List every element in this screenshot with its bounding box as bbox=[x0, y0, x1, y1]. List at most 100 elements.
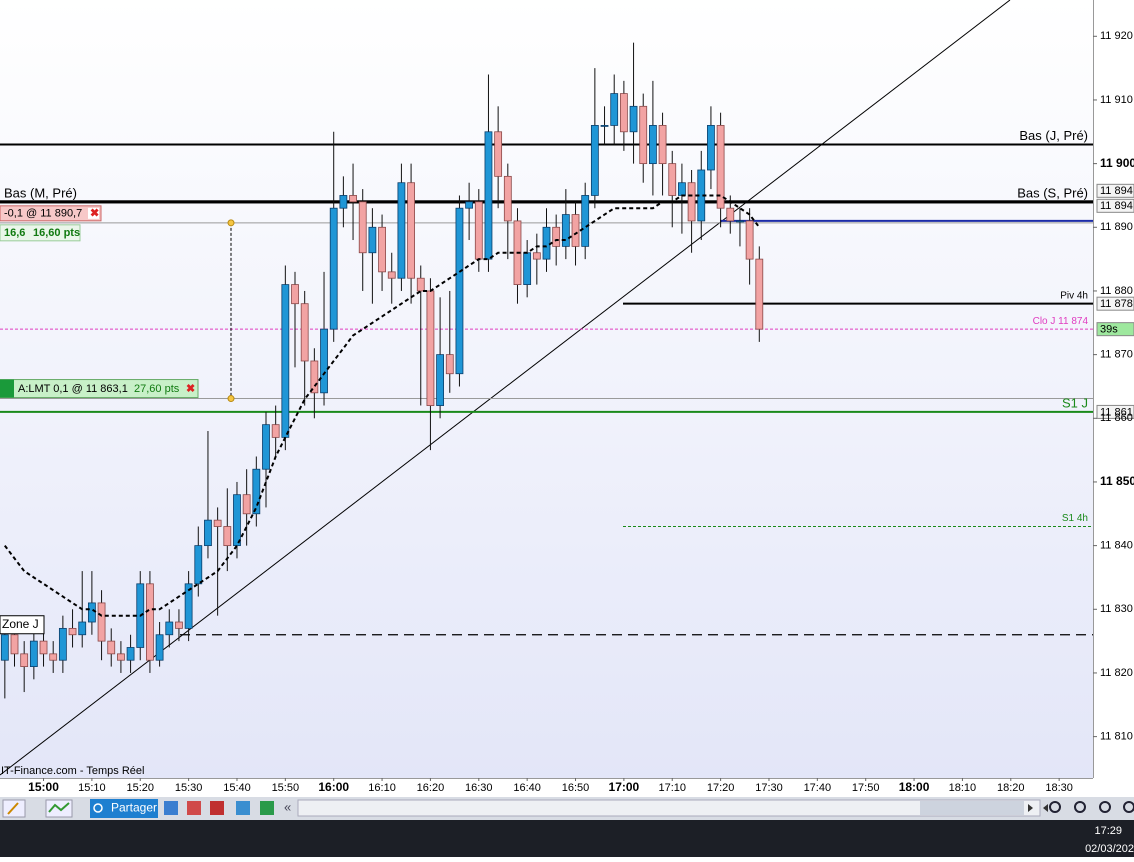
candle-body bbox=[426, 290, 435, 406]
tool-icon[interactable] bbox=[164, 801, 178, 815]
candle-body bbox=[107, 640, 116, 655]
x-tick-label: 16:30 bbox=[465, 782, 493, 794]
x-tick-label: 17:40 bbox=[804, 782, 832, 794]
x-tick-label: 15:10 bbox=[78, 782, 106, 794]
level-label: Bas (S, Pré) bbox=[1017, 185, 1088, 200]
order-box bbox=[0, 205, 102, 222]
candle-body bbox=[233, 494, 241, 547]
candle-body bbox=[445, 354, 454, 375]
candle-body bbox=[407, 182, 415, 279]
price-tag bbox=[1096, 183, 1134, 198]
close-icon: ✖ bbox=[90, 208, 99, 220]
zoom-fit[interactable] bbox=[1049, 801, 1061, 813]
candle-body bbox=[320, 328, 328, 394]
candle-body bbox=[474, 201, 483, 260]
share-label[interactable]: Partager bbox=[111, 801, 157, 815]
candle-body bbox=[561, 214, 570, 247]
candle-body bbox=[716, 125, 725, 209]
zoom[interactable] bbox=[1123, 801, 1134, 813]
candle-body bbox=[465, 201, 474, 209]
candle-body bbox=[126, 647, 135, 661]
zoom-out[interactable] bbox=[1074, 801, 1086, 813]
x-tick-label: 18:00 bbox=[899, 780, 930, 794]
x-tick-label: 17:20 bbox=[707, 782, 735, 794]
candle-body bbox=[745, 220, 754, 260]
candle-body bbox=[581, 195, 590, 247]
x-tick-label: 15:00 bbox=[28, 780, 59, 794]
candle-body bbox=[707, 125, 715, 171]
y-tick-label: 11 910 bbox=[1100, 94, 1133, 106]
candle-body bbox=[87, 602, 96, 623]
gain-pts: 16,60 pts bbox=[33, 227, 80, 239]
x-tick-label: 16:50 bbox=[562, 782, 590, 794]
y-tick-label: 11 880 bbox=[1100, 285, 1133, 297]
candle-body bbox=[629, 105, 638, 133]
x-tick-label: 15:20 bbox=[126, 782, 154, 794]
x-tick-label: 17:50 bbox=[852, 782, 880, 794]
candle-body bbox=[687, 182, 696, 222]
price-tag bbox=[1096, 322, 1134, 337]
tool-icon[interactable] bbox=[236, 801, 250, 815]
price-tag bbox=[1096, 296, 1134, 311]
close-icon[interactable]: ✖ bbox=[186, 383, 195, 395]
candle-body bbox=[78, 621, 87, 636]
candle-body bbox=[242, 494, 251, 515]
zoom-in[interactable] bbox=[1099, 801, 1111, 813]
order-text: -0,1 @ 11 890,7 bbox=[4, 208, 82, 220]
tool-icon[interactable] bbox=[210, 801, 224, 815]
candle-body bbox=[503, 175, 512, 222]
order-grip bbox=[0, 379, 14, 398]
pen-icon bbox=[7, 802, 19, 815]
level-label: S1 J bbox=[1062, 395, 1088, 410]
candle-body bbox=[29, 640, 38, 667]
x-tick-label: 16:10 bbox=[368, 782, 396, 794]
moving-average bbox=[4, 194, 761, 617]
candle-body bbox=[39, 640, 48, 655]
tool-icon[interactable] bbox=[260, 801, 274, 815]
candle-body bbox=[310, 360, 319, 394]
plot bbox=[0, 0, 1093, 776]
share-button[interactable] bbox=[90, 799, 158, 818]
candle-body bbox=[252, 468, 261, 515]
price-tag bbox=[1096, 404, 1134, 419]
candle-body bbox=[300, 303, 309, 362]
x-tick-label: 18:10 bbox=[949, 782, 977, 794]
tool-icon[interactable] bbox=[187, 801, 201, 815]
x-tick-label: 16:40 bbox=[513, 782, 541, 794]
candle-body bbox=[223, 526, 232, 547]
level-label: Bas (M, Pré) bbox=[4, 185, 77, 200]
level-label: Bas (J, Pré) bbox=[1019, 128, 1088, 143]
gain-text: 16,6 bbox=[4, 227, 25, 239]
order-box bbox=[0, 379, 199, 399]
candle-body bbox=[68, 627, 77, 636]
level-label: Piv 4h bbox=[1060, 290, 1088, 301]
candle-body bbox=[281, 284, 290, 438]
level-label: Clo J 11 874 bbox=[1033, 316, 1089, 327]
candle-body bbox=[523, 252, 532, 285]
candle-body bbox=[204, 519, 212, 547]
y-tick-label: 11 840 bbox=[1100, 540, 1133, 552]
candle-body bbox=[648, 125, 657, 165]
candle-body bbox=[571, 214, 580, 247]
candle-body bbox=[494, 131, 503, 177]
y-tick-label: 11 900 bbox=[1100, 156, 1134, 170]
time-axis bbox=[0, 778, 1093, 797]
scrollbar[interactable] bbox=[297, 799, 1041, 817]
close-button[interactable] bbox=[88, 207, 99, 219]
clock-date: 02/03/202 bbox=[1085, 843, 1134, 855]
candle-body bbox=[542, 226, 551, 260]
candle-body bbox=[619, 93, 628, 133]
candle-body bbox=[165, 621, 174, 636]
level-label: Zone J bbox=[2, 617, 39, 631]
scroll-thumb[interactable] bbox=[920, 801, 1024, 815]
y-tick-label: 11 820 bbox=[1100, 667, 1133, 679]
candle-body bbox=[378, 226, 386, 273]
candle-body bbox=[590, 125, 599, 196]
scroll-left[interactable]: « bbox=[284, 799, 291, 814]
x-tick-label: 17:30 bbox=[755, 782, 783, 794]
clock-time: 17:29 bbox=[1094, 825, 1122, 837]
candle-body bbox=[146, 583, 154, 661]
candle-body bbox=[736, 220, 744, 223]
chart-icon bbox=[48, 802, 70, 813]
